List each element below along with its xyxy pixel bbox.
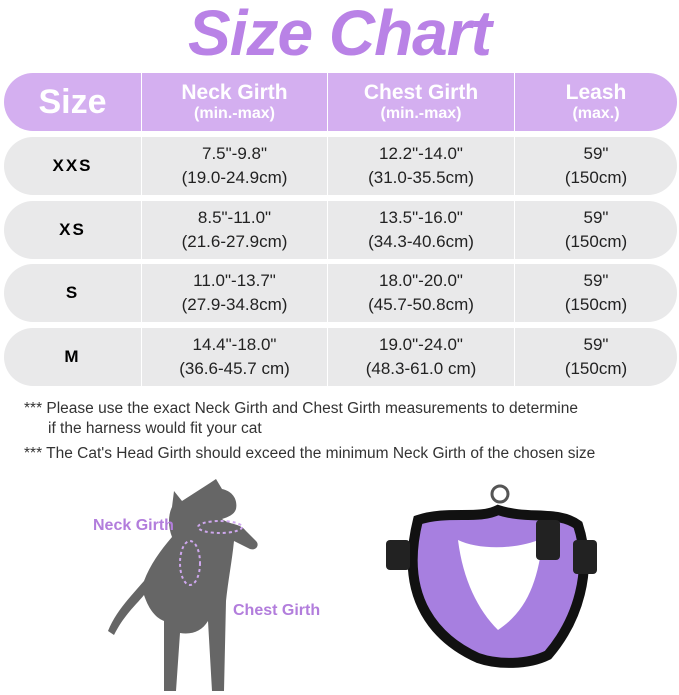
leash-cm: (150cm) <box>564 168 628 187</box>
table-row: XXS 7.5"-9.8" (19.0-24.9cm) 12.2"-14.0" (3… <box>4 137 677 195</box>
note-2: *** The Cat's Head Girth should exceed t… <box>24 445 596 462</box>
neck-cm: (19.0-24.9cm) <box>181 168 288 187</box>
size-cell: M <box>64 347 81 366</box>
note-1: *** Please use the exact Neck Girth and … <box>24 399 578 439</box>
neck-cell: 14.4"-18.0" (36.6-45.7 cm) <box>141 328 327 386</box>
leash-cell: 59" (150cm) <box>514 201 677 259</box>
chest-cell: 19.0"-24.0" (48.3-61.0 cm) <box>327 328 514 386</box>
header-chest-sub: (min.-max) <box>380 105 462 122</box>
chest-cm: (31.0-35.5cm) <box>368 168 474 187</box>
neck-cell: 8.5"-11.0" (21.6-27.9cm) <box>141 201 327 259</box>
header-chest: Chest Girth (min.-max) <box>327 73 514 131</box>
chest-cm: (45.7-50.8cm) <box>368 295 474 314</box>
header-size: Size <box>38 83 107 121</box>
chest-inches: 12.2"-14.0" <box>379 144 463 163</box>
chest-cell: 13.5"-16.0" (34.3-40.6cm) <box>327 201 514 259</box>
chest-cell: 18.0"-20.0" (45.7-50.8cm) <box>327 264 514 322</box>
leash-cell: 59" (150cm) <box>514 264 677 322</box>
neck-cm: (21.6-27.9cm) <box>181 232 288 251</box>
leash-inches: 59" <box>583 271 609 290</box>
neck-cm: (27.9-34.8cm) <box>181 295 288 314</box>
table-header: Size Neck Girth (min.-max) Chest Girth (mi… <box>4 73 677 131</box>
table-row: S 11.0"-13.7" (27.9-34.8cm) 18.0"-20.0" (4… <box>4 264 677 322</box>
leash-cell: 59" (150cm) <box>514 328 677 386</box>
neck-inches: 8.5"-11.0" <box>197 208 272 227</box>
header-neck-sub: (min.-max) <box>194 105 275 122</box>
leash-cell: 59" (150cm) <box>514 137 677 195</box>
neck-cm: (36.6-45.7 cm) <box>179 359 290 378</box>
neck-inches: 11.0"-13.7" <box>193 271 276 290</box>
chest-cm: (34.3-40.6cm) <box>368 232 474 251</box>
cat-silhouette-icon <box>108 479 258 691</box>
chest-inches: 13.5"-16.0" <box>379 208 463 227</box>
header-chest-label: Chest Girth <box>363 81 479 104</box>
table-row: XS 8.5"-11.0" (21.6-27.9cm) 13.5"-16.0" (3… <box>4 201 677 259</box>
header-leash: Leash (max.) <box>514 73 677 131</box>
chest-inches: 19.0"-24.0" <box>379 335 463 354</box>
leash-inches: 59" <box>583 208 609 227</box>
size-cell: XXS <box>52 156 93 175</box>
neck-inches: 14.4"-18.0" <box>192 335 277 354</box>
leash-inches: 59" <box>583 144 609 163</box>
neck-girth-label: Neck Girth <box>93 517 174 534</box>
page-title: Size Chart <box>188 0 492 69</box>
chest-girth-label: Chest Girth <box>233 602 321 619</box>
chest-cell: 12.2"-14.0" (31.0-35.5cm) <box>327 137 514 195</box>
neck-cell: 7.5"-9.8" (19.0-24.9cm) <box>141 137 327 195</box>
table-row: M 14.4"-18.0" (36.6-45.7 cm) 19.0"-24.0" (… <box>4 328 677 386</box>
size-cell: XS <box>59 220 86 239</box>
header-leash-sub: (max.) <box>572 105 620 122</box>
note-1-line-1: *** Please use the exact Neck Girth and … <box>24 400 578 417</box>
leash-inches: 59" <box>583 335 609 354</box>
harness-image <box>386 484 597 668</box>
note-1-line-2: if the harness would fit your cat <box>48 420 262 437</box>
chest-inches: 18.0"-20.0" <box>379 271 463 290</box>
header-neck-label: Neck Girth <box>181 81 288 104</box>
header-neck: Neck Girth (min.-max) <box>141 73 327 131</box>
leash-cm: (150cm) <box>564 295 628 314</box>
leash-cm: (150cm) <box>564 232 628 251</box>
chest-cm: (48.3-61.0 cm) <box>365 359 477 378</box>
neck-cell: 11.0"-13.7" (27.9-34.8cm) <box>141 264 327 322</box>
size-cell: S <box>65 283 80 302</box>
neck-inches: 7.5"-9.8" <box>202 144 267 163</box>
leash-cm: (150cm) <box>564 359 628 378</box>
header-leash-label: Leash <box>565 81 627 104</box>
